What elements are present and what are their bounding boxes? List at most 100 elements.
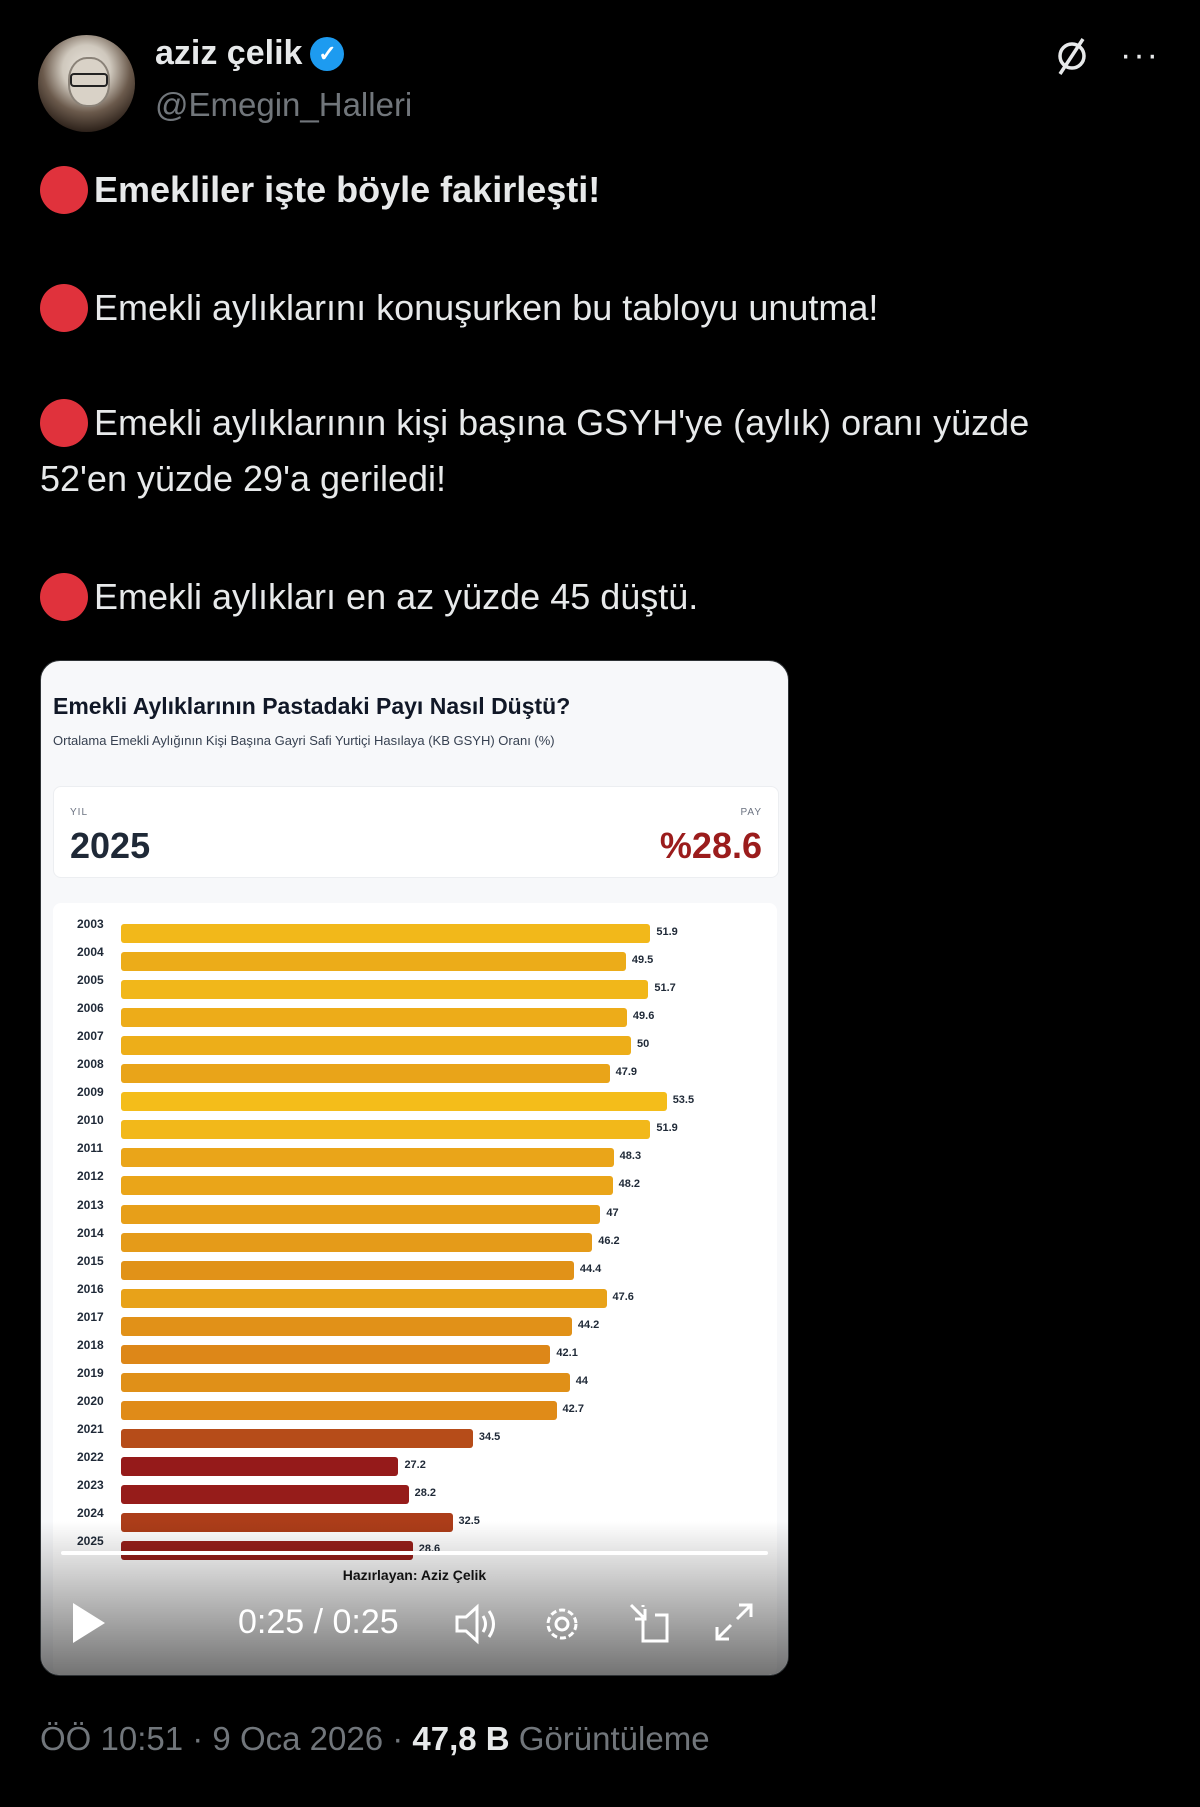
year-tick-label: 2020: [77, 1393, 104, 1408]
bar-2022: [121, 1456, 399, 1476]
year-tick-label: 2007: [77, 1029, 104, 1044]
red-circle-icon: [40, 573, 88, 621]
year-tick-label: 2024: [77, 1506, 104, 1521]
bar-value-label: 34.5: [478, 1430, 501, 1443]
bar-value-label: 51.9: [656, 926, 678, 938]
year-tick-label: 2013: [77, 1197, 104, 1212]
views-label: Görüntüleme: [518, 1720, 710, 1757]
bar-2011: [121, 1148, 614, 1168]
bar-2016: [121, 1288, 607, 1308]
bar-2010: [121, 1120, 651, 1140]
author-name-text: aziz çelik: [155, 34, 303, 72]
year-tick-label: 2022: [77, 1449, 104, 1464]
bar-2012: [121, 1176, 613, 1196]
bar-2014: [121, 1232, 593, 1252]
bar-value-label: 48.2: [618, 1178, 641, 1191]
author-handle[interactable]: @Emegin_Halleri: [155, 86, 413, 123]
bar-2019: [121, 1372, 570, 1392]
chart-title: Emekli Aylıklarının Pastadaki Payı Nasıl…: [53, 693, 571, 719]
chart-credit: Hazırlayan: Aziz Çelik: [342, 1567, 487, 1583]
tweet-meta: ÖÖ 10:51 · 9 Oca 2026 · 47,8 B Görüntüle…: [40, 1720, 710, 1757]
year-tick-label: 2021: [77, 1421, 104, 1436]
red-circle-icon: [40, 166, 88, 214]
year-tick-label: 2009: [77, 1085, 104, 1100]
share-label: PAY: [740, 807, 762, 818]
year-tick-label: 2003: [77, 917, 104, 931]
bar-value-label: 51.9: [656, 1122, 678, 1135]
bar-2017: [121, 1316, 572, 1336]
bar-value-label: 51.7: [654, 982, 676, 995]
tweet-text: Emekli aylıklarının kişi başına GSYH'ye …: [94, 402, 1030, 443]
year-label: YIL: [70, 807, 89, 818]
year-tick-label: 2023: [77, 1478, 104, 1492]
bar-2004: [121, 952, 626, 972]
chart-subtitle: Ortalama Emekli Aylığının Kişi Başına Ga…: [53, 733, 555, 748]
bar-2020: [121, 1400, 557, 1420]
picture-in-picture-icon[interactable]: [627, 1601, 671, 1650]
bar-value-label: 42.7: [562, 1402, 584, 1415]
tweet-line: Emekli aylıklarını konuşurken bu tabloyu…: [40, 284, 878, 332]
bar-value-label: 49.6: [632, 1010, 655, 1023]
bar-value-label: 48.3: [619, 1150, 642, 1163]
bar-value-label: 27.2: [404, 1458, 426, 1471]
tweet-line: Emekli aylıkları en az yüzde 45 düştü.: [40, 573, 698, 621]
year-tick-label: 2014: [77, 1225, 104, 1240]
year-value: 2025: [70, 825, 151, 866]
settings-gear-icon[interactable]: [541, 1603, 583, 1650]
video-time: 0:25 / 0:25: [238, 1603, 399, 1641]
view-count: 47,8 B: [412, 1720, 510, 1757]
bar-value-label: 47.6: [612, 1290, 634, 1303]
bar-value-label: 42.1: [556, 1346, 578, 1359]
red-circle-icon: [40, 284, 88, 332]
fullscreen-icon[interactable]: [713, 1601, 755, 1648]
video-progress-bar[interactable]: [61, 1551, 768, 1555]
year-tick-label: 2016: [77, 1281, 104, 1296]
share-value: %28.6: [659, 825, 762, 866]
bar-value-label: 44.2: [577, 1318, 600, 1331]
year-tick-label: 2008: [77, 1057, 104, 1072]
bar-2023: [121, 1485, 409, 1504]
tweet-text: 52'en yüzde 29'a geriledi!: [40, 458, 447, 499]
bar-value-label: 46.2: [598, 1234, 620, 1247]
highlight-box: YIL 2025 PAY %28.6: [53, 786, 779, 878]
grok-icon[interactable]: [1052, 36, 1092, 76]
bar-2005: [121, 980, 649, 1000]
bar-value-label: 47.9: [615, 1066, 637, 1079]
bar-value-label: 44: [575, 1374, 589, 1387]
bar-value-label: 28.2: [414, 1487, 437, 1499]
year-tick-label: 2010: [77, 1113, 104, 1128]
bar-2018: [121, 1344, 551, 1364]
tweet-line: Emekliler işte böyle fakirleşti!: [40, 166, 600, 214]
bar-2013: [121, 1204, 601, 1224]
bar-value-label: 50: [637, 1038, 650, 1051]
post-time[interactable]: ÖÖ 10:51: [40, 1720, 184, 1757]
author-name[interactable]: aziz çelik ✓: [155, 34, 345, 73]
volume-icon[interactable]: [453, 1603, 499, 1650]
red-circle-icon: [40, 399, 88, 447]
bar-2008: [121, 1064, 610, 1084]
bar-2021: [121, 1428, 473, 1448]
tweet-text: Emekli aylıkları en az yüzde 45 düştü.: [94, 576, 699, 617]
year-tick-label: 2005: [77, 973, 104, 988]
tweet-line: 52'en yüzde 29'a geriledi!: [40, 458, 446, 500]
year-tick-label: 2017: [77, 1309, 104, 1324]
more-icon[interactable]: ···: [1120, 36, 1160, 74]
play-icon[interactable]: [71, 1601, 107, 1650]
avatar[interactable]: [38, 35, 135, 132]
year-tick-label: 2011: [77, 1141, 104, 1156]
post-date[interactable]: 9 Oca 2026: [212, 1720, 384, 1757]
verified-badge-icon: ✓: [310, 36, 345, 71]
year-tick-label: 2018: [77, 1337, 104, 1352]
bar-2003: [121, 924, 651, 943]
video-controls-overlay: [41, 1521, 788, 1675]
bar-2007: [121, 1036, 631, 1056]
bar-value-label: 53.5: [672, 1094, 695, 1107]
bar-value-label: 44.4: [579, 1262, 602, 1275]
tweet-text: Emekliler işte böyle fakirleşti!: [94, 169, 601, 210]
tweet-line: Emekli aylıklarının kişi başına GSYH'ye …: [40, 399, 1029, 447]
year-tick-label: 2004: [77, 945, 104, 960]
bar-value-label: 47: [606, 1206, 619, 1219]
year-tick-label: 2019: [77, 1365, 104, 1380]
bar-2006: [121, 1008, 627, 1028]
video-player[interactable]: Emekli Aylıklarının Pastadaki Payı Nasıl…: [40, 660, 789, 1676]
